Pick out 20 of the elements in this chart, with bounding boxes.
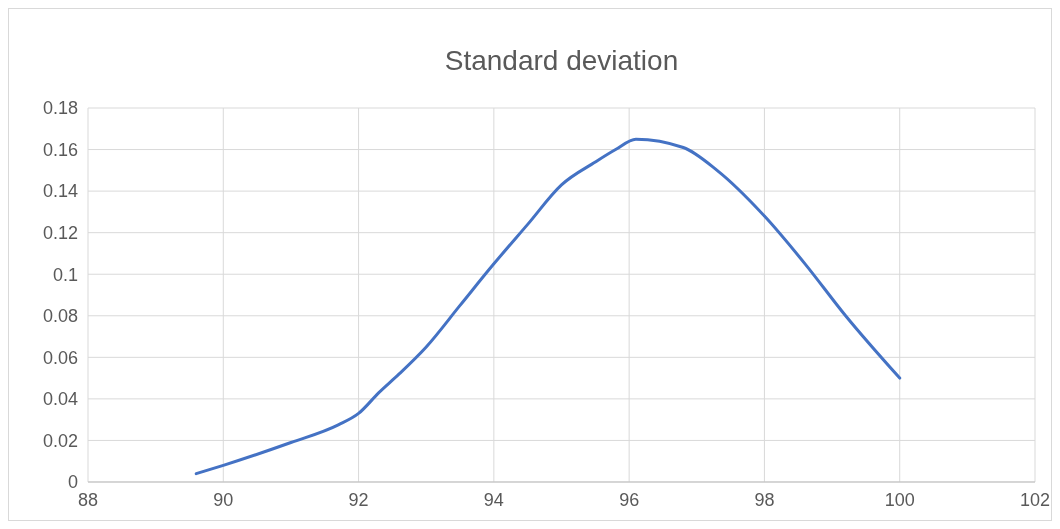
y-tick-label: 0.16 [42,139,78,160]
y-tick-label: 0 [67,472,78,493]
y-tick-label: 0.14 [42,181,78,202]
y-tick-label: 0.18 [42,98,78,119]
y-tick-label: 0.04 [42,389,78,410]
y-tick-label: 0.02 [42,430,78,451]
x-tick-label: 96 [619,490,640,510]
x-tick-label: 98 [754,490,775,510]
y-tick-label: 0.06 [42,347,78,368]
x-tick-label: 88 [77,490,99,510]
x-tick-label: 90 [213,490,234,510]
x-tick-label: 92 [348,490,369,510]
x-tick-label: 102 [1019,490,1051,510]
x-tick-label: 94 [483,490,504,510]
y-tick-label: 0.12 [42,222,78,243]
line-series [194,137,902,476]
y-tick-label: 0.1 [52,264,78,285]
x-tick-label: 100 [884,490,915,510]
chart-title: Standard deviation [444,45,679,76]
y-tick-label: 0.08 [42,306,78,327]
